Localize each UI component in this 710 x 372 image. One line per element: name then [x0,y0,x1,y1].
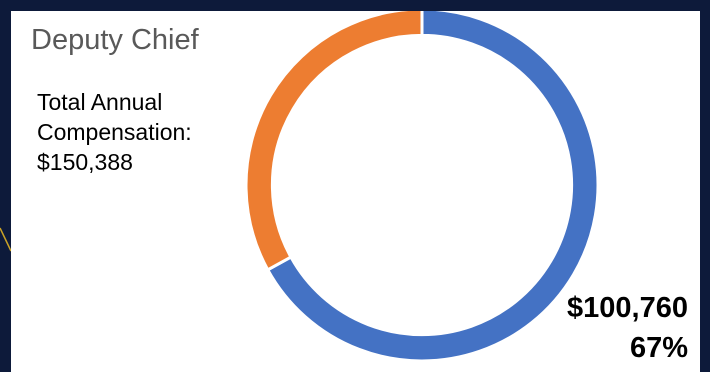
annotation-line-2: Compensation: [37,119,192,145]
donut-slice-blue [265,11,600,363]
blue-slice-value-label: $100,760 [567,292,688,324]
donut-slice-orange [244,11,424,272]
annotation-line-1: Total Annual [37,89,163,115]
compensation-annotation: Total Annual Compensation: $150,388 [37,87,192,177]
chart-panel: Deputy Chief Total Annual Compensation: … [11,11,700,372]
blue-slice-data-label: $100,760 67% [567,288,688,368]
donut-chart [244,11,600,363]
blue-slice-percent-label: 67% [629,332,688,364]
chart-title: Deputy Chief [31,24,199,56]
annotation-line-3: $150,388 [37,149,133,175]
